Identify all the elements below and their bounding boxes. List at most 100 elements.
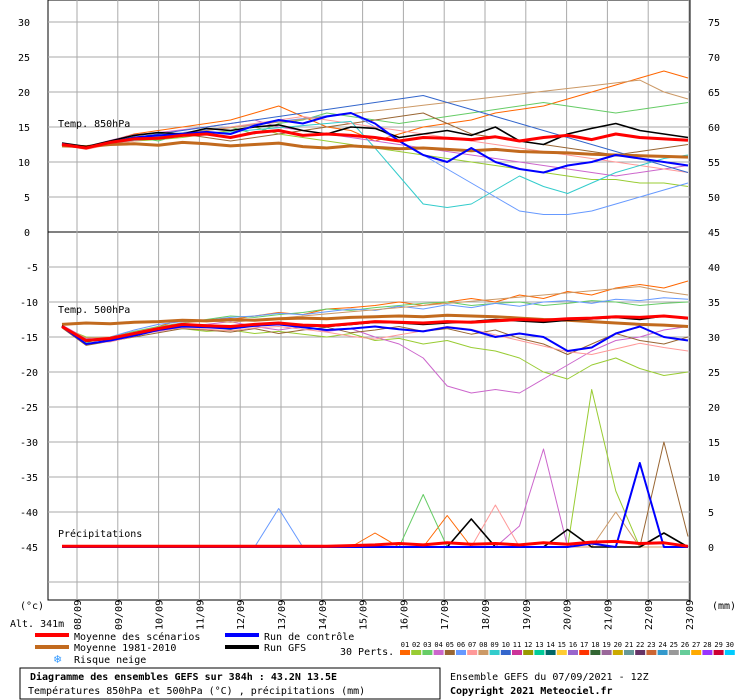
y-tick-right-lower: 25 — [708, 368, 720, 379]
pert-number: 04 — [434, 641, 442, 649]
x-tick-label: 14/09 — [318, 600, 329, 630]
pert-number: 20 — [614, 641, 622, 649]
y-tick-left-t850: 0 — [24, 228, 30, 239]
y-tick-left-t850: 10 — [18, 158, 30, 169]
pert-swatch — [702, 650, 713, 655]
x-tick-label: 21/09 — [603, 600, 614, 630]
pert-number: 07 — [468, 641, 476, 649]
snowflake-icon: ❄ — [53, 653, 62, 666]
pert-number: 18 — [591, 641, 599, 649]
y-tick-right-lower: 45 — [708, 228, 720, 239]
altitude-label: Alt. 341m — [10, 619, 64, 630]
pert-swatch — [545, 650, 556, 655]
series-layer — [61, 70, 689, 548]
pert-number: 24 — [658, 641, 666, 649]
pert-number: 09 — [490, 641, 498, 649]
pert-number: 27 — [692, 641, 700, 649]
pert-number: 30 — [726, 641, 734, 649]
y-tick-right-lower: 35 — [708, 298, 720, 309]
pert-number: 13 — [535, 641, 543, 649]
legend-control-swatch — [225, 633, 259, 637]
member-6-t500-line — [61, 297, 689, 341]
y-tick-left-t850: 30 — [18, 18, 30, 29]
climo-t850-line — [61, 140, 689, 159]
y-tick-right-t850: 70 — [708, 53, 720, 64]
x-tick-label: 12/09 — [236, 600, 247, 630]
pert-swatch — [691, 650, 702, 655]
y-tick-right-lower: 30 — [708, 333, 720, 344]
y-tick-left-t500: -10 — [20, 298, 38, 309]
mean-t850-line — [61, 129, 689, 150]
pert-swatch — [467, 650, 478, 655]
pert-swatch — [500, 650, 511, 655]
pert-swatch — [422, 650, 433, 655]
legend-climo-label: Moyenne 1981-2010 — [74, 643, 176, 654]
y-tick-left-t500: -35 — [20, 473, 38, 484]
pert-swatch — [400, 650, 410, 655]
perturbation-legend: 01 02 03 04 05 06 07 08 09 10 11 12 13 14 15 16 17 18 19 20… — [400, 641, 735, 655]
y-tick-left-t850: 25 — [18, 53, 30, 64]
pert-swatch — [590, 650, 601, 655]
label-t850: Temp. 850hPa — [58, 119, 130, 130]
pert-swatch — [489, 650, 500, 655]
pert-number: 01 — [401, 641, 409, 649]
y-tick-right-t850: 75 — [708, 18, 720, 29]
pert-number: 19 — [602, 641, 610, 649]
pert-number: 22 — [636, 641, 644, 649]
pert-number: 25 — [670, 641, 678, 649]
tick-labels: 08/09 09/09 10/09 11/09 12/09 13/09 14/09 15/09… — [18, 18, 720, 630]
pert-swatch — [411, 650, 422, 655]
y-tick-right-lower: 0 — [708, 543, 714, 554]
x-tick-label: 20/09 — [563, 600, 574, 630]
pert-number: 26 — [681, 641, 689, 649]
pert-number: 05 — [446, 641, 454, 649]
legend-snow-label: Risque neige — [74, 655, 146, 666]
footer-title-box — [19, 667, 441, 700]
pert-number: 23 — [647, 641, 655, 649]
pert-swatch — [534, 650, 545, 655]
label-precip: Précipitations — [58, 528, 142, 540]
y-tick-left-t500: -45 — [20, 543, 38, 554]
x-tick-label: 23/09 — [685, 600, 696, 630]
pert-swatch — [724, 650, 735, 655]
pert-number: 29 — [714, 641, 722, 649]
pert-swatch — [713, 650, 724, 655]
legend-mean-label: Moyenne des scénarios — [74, 631, 200, 643]
x-tick-label: 08/09 — [73, 600, 84, 630]
y-tick-left-t500: -20 — [20, 368, 38, 379]
member-4-t850-line — [61, 119, 689, 177]
x-tick-label: 22/09 — [644, 600, 655, 630]
pert-swatch — [444, 650, 455, 655]
mean-t500-line — [61, 314, 689, 342]
pert-number: 08 — [479, 641, 487, 649]
pert-number: 10 — [502, 641, 510, 649]
legend-perts-label: 30 Perts. — [340, 647, 394, 658]
x-tick-label: 19/09 — [522, 600, 533, 630]
control-t850-line — [61, 112, 689, 174]
pert-swatch — [657, 650, 668, 655]
y-tick-right-lower: 40 — [708, 263, 720, 274]
pert-number: 02 — [412, 641, 420, 649]
legend-gfs-label: Run GFS — [264, 643, 306, 654]
x-tick-label: 10/09 — [155, 600, 166, 630]
x-tick-label: 09/09 — [114, 600, 125, 630]
pert-swatch — [478, 650, 489, 655]
pert-swatch — [556, 650, 567, 655]
legend-control-label: Run de contrôle — [264, 631, 354, 643]
right-unit: (mm) — [712, 601, 736, 612]
y-tick-left-t500: -40 — [20, 508, 38, 519]
pert-number: 12 — [524, 641, 532, 649]
y-tick-left-t500: -25 — [20, 403, 38, 414]
y-tick-right-t850: 65 — [708, 88, 720, 99]
y-tick-left-t500: -5 — [26, 263, 38, 274]
pert-number: 17 — [580, 641, 588, 649]
y-tick-right-t850: 60 — [708, 123, 720, 134]
pert-swatch — [646, 650, 657, 655]
gfs-t850-line — [61, 122, 689, 148]
pert-number: 15 — [558, 641, 566, 649]
y-tick-right-lower: 15 — [708, 438, 720, 449]
pert-swatch — [579, 650, 590, 655]
legend-gfs-swatch — [225, 645, 259, 649]
panel-t850-frame — [47, 0, 691, 233]
